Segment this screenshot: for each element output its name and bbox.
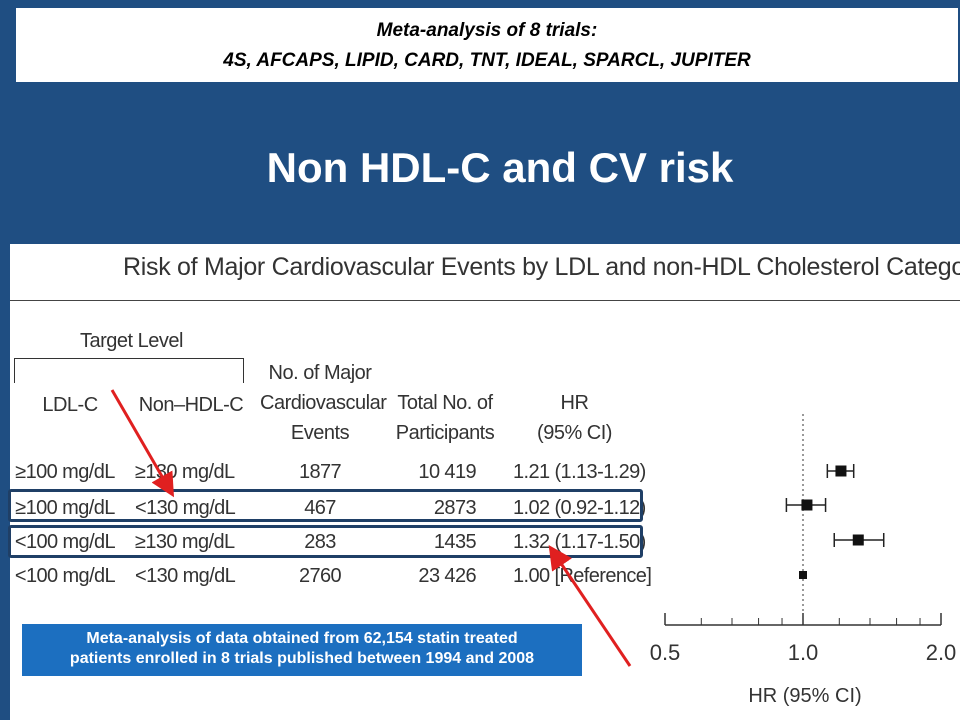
row2-events: 467 — [304, 497, 336, 519]
highlight-box-row2 — [8, 489, 643, 522]
row3-nonhdl: ≥130 mg/dL — [135, 531, 235, 553]
meta-analysis-note: Meta-analysis of data obtained from 62,1… — [22, 624, 582, 676]
row3-ldl: <100 mg/dL — [14, 531, 116, 553]
hr-point-3 — [799, 571, 807, 579]
target-level-header: Target Level — [80, 330, 183, 352]
slide-title: Non HDL-C and CV risk — [266, 144, 734, 191]
row3-hr: 1.32 (1.17-1.50) — [513, 531, 646, 553]
row1-hr: 1.21 (1.13-1.29) — [513, 461, 646, 483]
row1-ldl: ≥100 mg/dL — [15, 461, 115, 483]
arrow-nonhdl — [110, 389, 175, 498]
row4-events: 2760 — [298, 565, 342, 587]
forest-plot: 0.5 1.0 2.0 HR (95% CI) — [650, 414, 957, 707]
row4-ldl: <100 mg/dL — [14, 565, 116, 587]
hr-point-0 — [835, 465, 847, 477]
row1-participants: 10 419 — [418, 461, 476, 483]
row4-hr: 1.00 [Reference] — [513, 565, 652, 587]
row2-nonhdl: <130 mg/dL — [135, 497, 236, 519]
events-header-3: Events — [290, 422, 350, 444]
row2-participants: 2873 — [433, 497, 477, 519]
row1-events: 1877 — [298, 461, 342, 483]
hr-header-2: (95% CI) — [537, 422, 612, 444]
note-line2: patients enrolled in 8 trials published … — [69, 650, 535, 667]
row2-hr: 1.02 (0.92-1.12) — [513, 497, 646, 519]
participants-header-1: Total No. of — [397, 392, 493, 414]
x-axis-label: HR (95% CI) — [748, 685, 861, 707]
x-tick-label-0: 0.5 — [650, 640, 681, 665]
nonhdl-column-header: Non–HDL-C — [138, 394, 244, 416]
trials-header: Meta-analysis of 8 trials: 4S, AFCAPS, L… — [16, 8, 958, 82]
target-level-bracket — [14, 358, 244, 383]
x-tick-label-2: 2.0 — [926, 640, 957, 665]
chart-title: Risk of Major Cardiovascular Events by L… — [123, 253, 960, 281]
events-header-2: Cardiovascular — [260, 392, 387, 414]
highlight-box-row3 — [8, 525, 643, 558]
trials-header-line2: 4S, AFCAPS, LIPID, CARD, TNT, IDEAL, SPA… — [223, 50, 751, 71]
row2-ldl: ≥100 mg/dL — [15, 497, 115, 519]
row4-participants: 23 426 — [418, 565, 476, 587]
hr-point-2 — [852, 534, 864, 546]
title-rule — [10, 300, 960, 301]
hr-header-1: HR — [560, 392, 589, 414]
row3-participants: 1435 — [433, 531, 477, 553]
row4-nonhdl: <130 mg/dL — [135, 565, 236, 587]
events-header-1: No. of Major — [268, 362, 372, 384]
row3-events: 283 — [304, 531, 336, 553]
ldl-column-header: LDL-C — [42, 394, 98, 416]
note-line1: Meta-analysis of data obtained from 62,1… — [86, 630, 518, 647]
x-tick-label-1: 1.0 — [788, 640, 819, 665]
trials-header-line1: Meta-analysis of 8 trials: — [376, 20, 598, 41]
participants-header-2: Participants — [395, 422, 495, 444]
hr-point-1 — [801, 499, 813, 511]
arrow-hr — [548, 545, 632, 667]
